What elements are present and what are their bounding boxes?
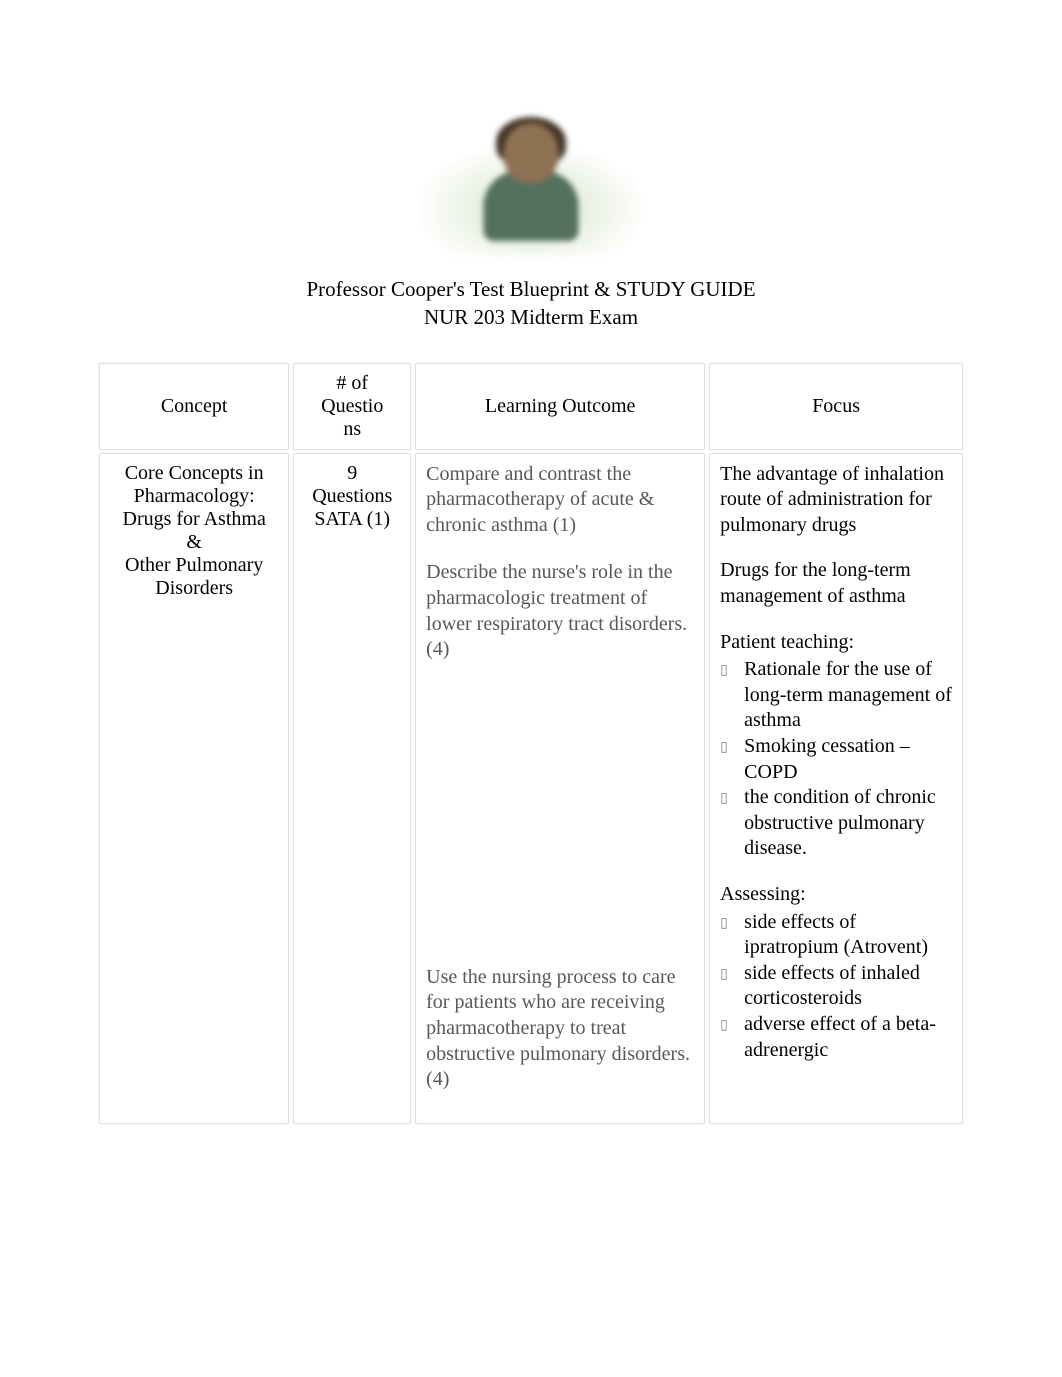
cell-questions: 9 Questions SATA (1) (293, 453, 411, 1124)
bullet-icon: ▯ (720, 785, 744, 807)
header-focus: Focus (709, 363, 963, 450)
header-image-container (95, 100, 967, 255)
list-item: ▯ side effects of ipratropium (Atrovent) (720, 910, 952, 961)
focus-1: The advantage of inhalation route of adm… (720, 462, 952, 539)
blueprint-table: Concept # of Questio ns Learning Outcome… (95, 360, 967, 1127)
bullet-icon: ▯ (720, 910, 744, 932)
focus-3-title: Patient teaching: (720, 630, 952, 656)
document-title: Professor Cooper's Test Blueprint & STUD… (95, 275, 967, 332)
focus-3: Patient teaching: ▯ Rationale for the us… (720, 630, 952, 862)
header-nurse-image (416, 100, 646, 255)
focus-4: Assessing: ▯ side effects of ipratropium… (720, 882, 952, 1063)
focus-4-title: Assessing: (720, 882, 952, 908)
cell-focus: The advantage of inhalation route of adm… (709, 453, 963, 1124)
header-concept: Concept (99, 363, 289, 450)
bullet-icon: ▯ (720, 734, 744, 756)
focus-4-list: ▯ side effects of ipratropium (Atrovent)… (720, 910, 952, 1064)
bullet-icon: ▯ (720, 1012, 744, 1034)
list-item: ▯ adverse effect of a beta-adrenergic (720, 1012, 952, 1063)
outcome-1: Compare and contrast the pharmacotherapy… (426, 462, 694, 539)
list-item: ▯ Smoking cessation – COPD (720, 734, 952, 785)
outcome-2: Describe the nurse's role in the pharmac… (426, 560, 694, 662)
bullet-icon: ▯ (720, 961, 744, 983)
focus-2: Drugs for the long-term management of as… (720, 558, 952, 609)
table-header-row: Concept # of Questio ns Learning Outcome… (99, 363, 963, 450)
bullet-icon: ▯ (720, 657, 744, 679)
document-page: Professor Cooper's Test Blueprint & STUD… (0, 0, 1062, 1187)
cell-outcome: Compare and contrast the pharmacotherapy… (415, 453, 705, 1124)
list-item: ▯ Rationale for the use of long-term man… (720, 657, 952, 734)
focus-3-list: ▯ Rationale for the use of long-term man… (720, 657, 952, 862)
outcome-3: Use the nursing process to care for pati… (426, 965, 694, 1093)
list-item: ▯ the condition of chronic obstructive p… (720, 785, 952, 862)
cell-concept: Core Concepts in Pharmacology: Drugs for… (99, 453, 289, 1124)
title-line-2: NUR 203 Midterm Exam (95, 303, 967, 331)
header-questions: # of Questio ns (293, 363, 411, 450)
table-row: Core Concepts in Pharmacology: Drugs for… (99, 453, 963, 1124)
title-line-1: Professor Cooper's Test Blueprint & STUD… (95, 275, 967, 303)
header-outcome: Learning Outcome (415, 363, 705, 450)
list-item: ▯ side effects of inhaled corticosteroid… (720, 961, 952, 1012)
